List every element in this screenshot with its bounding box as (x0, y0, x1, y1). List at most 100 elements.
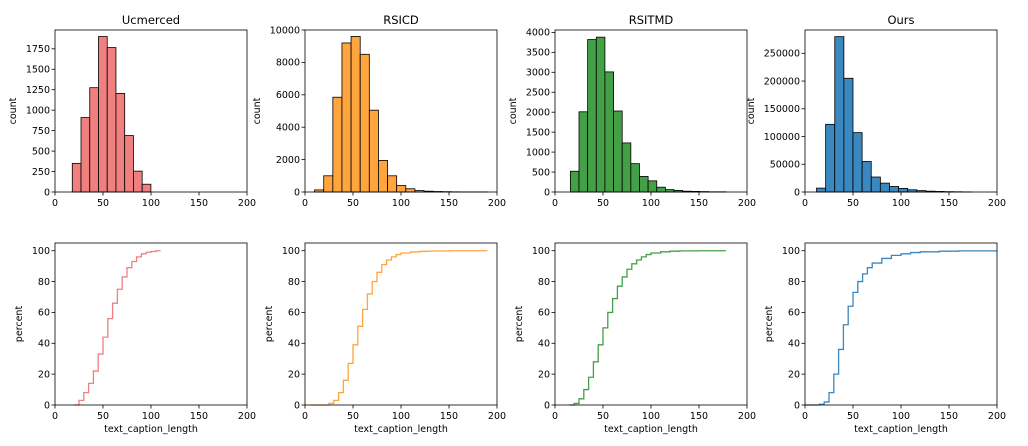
y-tick-label: 8000 (276, 58, 300, 69)
histogram-bar (621, 142, 632, 193)
chart-4: 0 50 100 150 200 0 50000 100000 150000 200000 2500… (746, 13, 1006, 209)
y-tick-label: 4000 (526, 28, 550, 39)
x-tick-label: 150 (190, 411, 208, 422)
histogram-bar (89, 87, 99, 193)
y-tick-label: 0 (544, 187, 550, 198)
y-tick-label: 2000 (276, 155, 300, 166)
cumulative-step-line (309, 250, 488, 406)
x-axis-label: text_caption_length (104, 424, 198, 435)
y-tick-label: 80 (538, 277, 550, 288)
y-tick-label: 80 (788, 277, 800, 288)
x-tick-label: 100 (392, 411, 410, 422)
x-tick-label: 200 (988, 411, 1006, 422)
histogram-bar (341, 42, 352, 193)
y-tick-label: 0 (44, 187, 50, 198)
y-tick-label: 60 (38, 308, 50, 319)
chart-6: 0 50 100 150 200 0 20 40 60 80 100 text_caption_len… (264, 242, 506, 435)
y-tick-label: 1250 (26, 85, 50, 96)
y-axis-label: count (8, 97, 19, 124)
histogram-bar (569, 170, 580, 193)
y-tick-label: 250 (32, 167, 50, 178)
histogram-bar (852, 132, 863, 193)
histogram-bar (71, 162, 82, 193)
y-tick-label: 100 (32, 246, 50, 257)
histogram-bar (106, 47, 117, 193)
x-tick-label: 200 (738, 198, 756, 209)
chart-title: RSITMD (629, 13, 674, 27)
chart-7: 0 50 100 150 200 0 20 40 60 80 100 text_caption_len… (514, 242, 756, 435)
x-tick-label: 0 (52, 198, 58, 209)
x-tick-label: 200 (988, 198, 1006, 209)
y-tick-label: 0 (794, 187, 800, 198)
y-tick-label: 1000 (26, 105, 50, 116)
x-tick-label: 200 (488, 411, 506, 422)
x-axis-label: text_caption_length (604, 424, 698, 435)
chart-8: 0 50 100 150 200 0 20 40 60 80 100 text_caption_len… (764, 242, 1006, 435)
axes-frame (304, 242, 498, 406)
y-tick-label: 6000 (276, 90, 300, 101)
y-tick-label: 10000 (270, 25, 300, 36)
y-tick-label: 250000 (764, 49, 800, 60)
x-tick-label: 100 (892, 411, 910, 422)
x-tick-label: 150 (440, 411, 458, 422)
y-tick-label: 80 (288, 277, 300, 288)
histogram-bar (387, 175, 398, 193)
histogram-bar (595, 36, 606, 193)
x-tick-label: 150 (440, 198, 458, 209)
y-axis-label: percent (764, 306, 775, 343)
histogram-bar (323, 175, 334, 193)
y-tick-label: 80 (38, 277, 50, 288)
y-tick-label: 40 (788, 339, 800, 350)
chart-1: 0 50 100 150 200 0 250 500 750 1000 1250 1500 1750 Uc… (8, 13, 256, 209)
x-tick-label: 200 (238, 411, 256, 422)
x-tick-label: 150 (940, 411, 958, 422)
x-tick-label: 0 (552, 411, 558, 422)
y-tick-label: 20 (38, 369, 50, 380)
x-tick-label: 50 (97, 198, 109, 209)
y-axis-label: percent (264, 306, 275, 343)
y-tick-label: 1000 (526, 147, 550, 158)
x-tick-label: 150 (690, 198, 708, 209)
x-tick-label: 50 (347, 411, 359, 422)
x-tick-label: 0 (302, 411, 308, 422)
chart-title: Ours (887, 13, 914, 27)
histogram-bar (405, 188, 416, 193)
x-tick-label: 200 (238, 198, 256, 209)
histogram-bar (368, 109, 379, 193)
y-tick-label: 4000 (276, 123, 300, 134)
x-tick-label: 100 (392, 198, 410, 209)
histogram-bar (639, 176, 649, 193)
x-tick-label: 0 (802, 198, 808, 209)
x-tick-label: 100 (142, 198, 160, 209)
chart-3: 0 50 100 150 2000500100015002000250030003500… (508, 13, 756, 209)
x-tick-label: 0 (802, 411, 808, 422)
x-tick-label: 100 (642, 411, 660, 422)
y-tick-label: 150000 (764, 104, 800, 115)
histogram-bar (332, 96, 343, 193)
histogram-bar (843, 77, 854, 193)
cumulative-step-line (569, 250, 726, 406)
chart-2: 0 50 100 150 2000200040006000800010000RSICDc… (252, 13, 506, 209)
histogram-bar (870, 176, 881, 193)
y-tick-label: 500 (532, 167, 550, 178)
histogram-bar (630, 163, 640, 193)
histogram-bar (834, 36, 845, 193)
histogram-bar (825, 123, 836, 193)
axes-frame (54, 242, 248, 406)
y-tick-label: 100 (532, 246, 550, 257)
y-tick-label: 20 (538, 369, 550, 380)
y-tick-label: 100 (782, 246, 800, 257)
x-tick-label: 200 (488, 198, 506, 209)
y-tick-label: 200000 (764, 76, 800, 87)
y-tick-label: 0 (294, 400, 300, 411)
y-tick-label: 2500 (526, 88, 550, 99)
x-tick-label: 150 (190, 198, 208, 209)
y-tick-label: 0 (794, 400, 800, 411)
y-tick-label: 40 (38, 339, 50, 350)
x-tick-label: 50 (347, 198, 359, 209)
histogram-bar (80, 117, 91, 193)
histogram-bar (124, 135, 134, 193)
x-tick-label: 0 (52, 411, 58, 422)
x-tick-label: 50 (847, 198, 859, 209)
